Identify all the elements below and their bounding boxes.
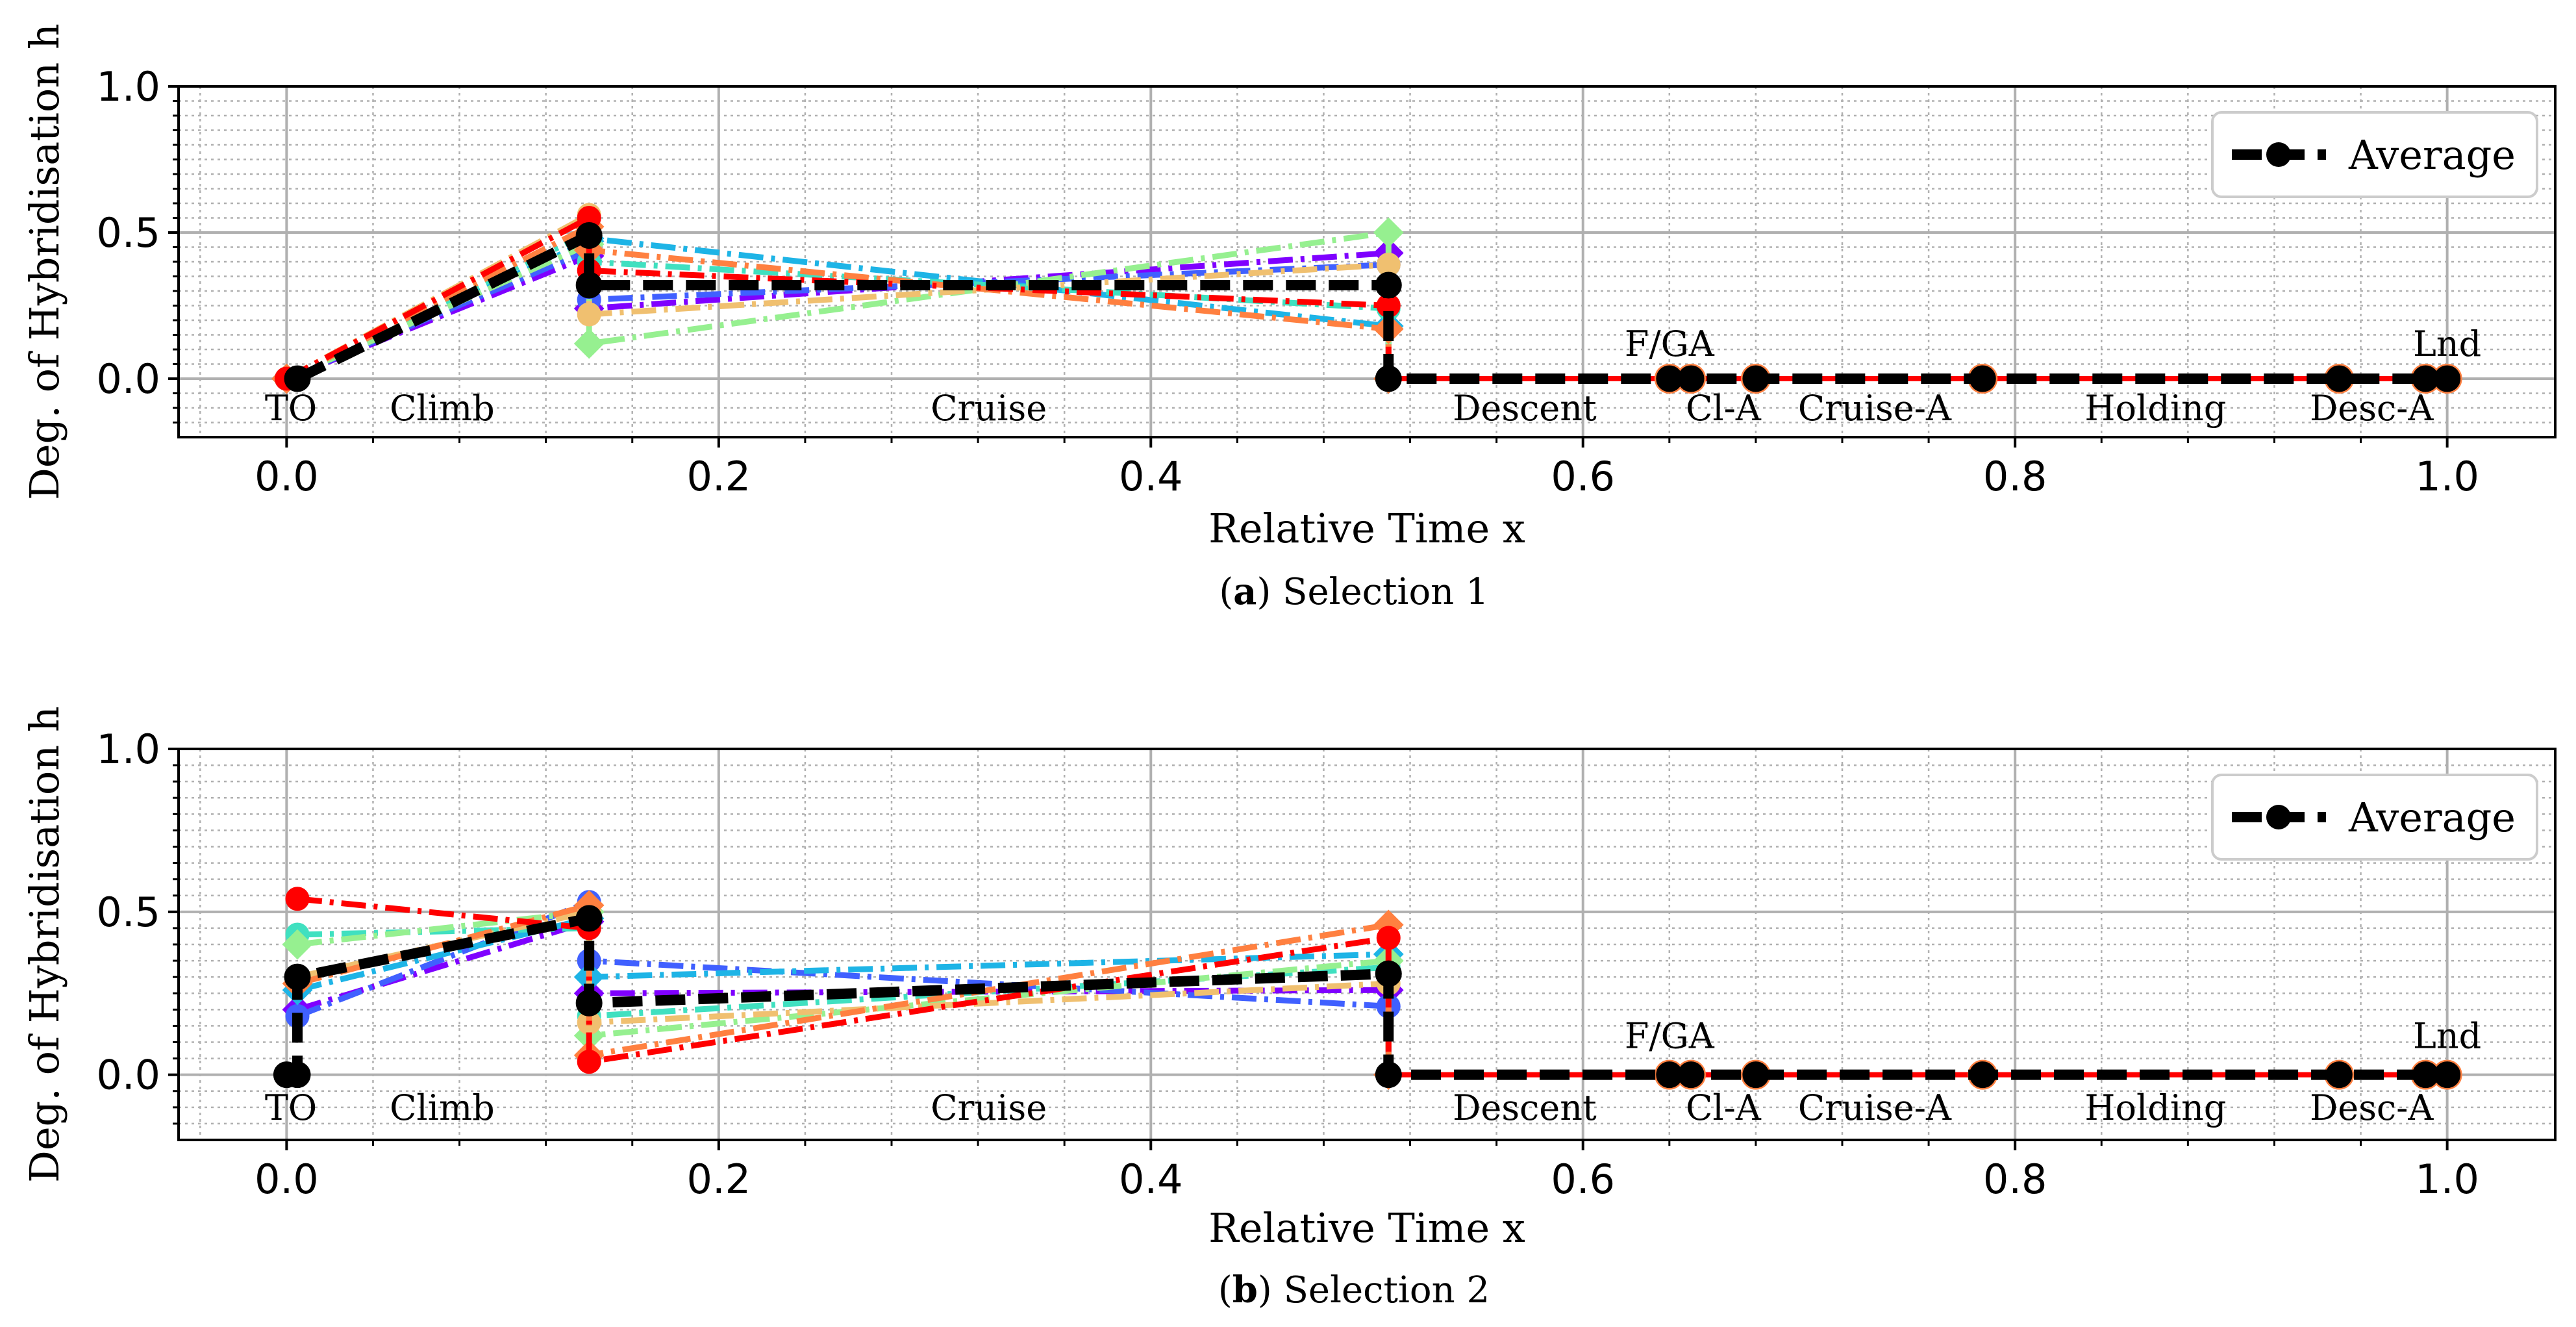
series-point-design-5 — [282, 929, 313, 960]
phase-label: TO — [265, 1087, 317, 1128]
x-tick-label: 0.4 — [1119, 1156, 1183, 1203]
series-point-design-6 — [577, 302, 601, 327]
series-point-average — [1375, 272, 1402, 299]
chart-panel-1: 0.0 0.2 0.4 0.6 0.8 1.0 0.0 0.5 1.0 TO Climb Cruise… — [21, 23, 2557, 613]
figure-caption: (a) Selection 1 — [1219, 570, 1488, 613]
series-point-average — [1742, 1061, 1769, 1089]
series-point-average — [1677, 365, 1705, 392]
phase-label: Cruise-A — [1798, 388, 1952, 429]
series-point-average — [1375, 365, 1402, 392]
y-tick-label: 1.0 — [96, 63, 160, 110]
phase-label: Holding — [2084, 388, 2226, 429]
phase-label: Climb — [390, 388, 495, 429]
series-point-average — [1969, 365, 1996, 392]
x-tick-label: 0.6 — [1551, 1156, 1615, 1203]
caption-paren: ) — [1258, 1269, 1284, 1311]
x-tick-label: 0.6 — [1551, 453, 1615, 500]
legend-label-average: Average — [2348, 131, 2516, 179]
series-point-average — [284, 963, 311, 991]
series-point-design-5 — [1373, 217, 1404, 248]
phase-label: TO — [265, 388, 317, 429]
legend-box — [2211, 774, 2538, 861]
series-point-average — [575, 222, 603, 249]
phase-label: F/GA — [1625, 323, 1715, 364]
y-axis-label: Deg. of Hybridisation h — [21, 23, 68, 500]
y-tick-label: 1.0 — [96, 726, 160, 773]
phase-label: Cl-A — [1686, 388, 1762, 429]
phase-label: Descent — [1453, 388, 1597, 429]
x-tick-label: 0.2 — [687, 453, 751, 500]
phase-label: Lnd — [2413, 323, 2481, 364]
legend-box — [2211, 111, 2538, 198]
series-point-design-8 — [1376, 926, 1401, 950]
caption-letter: a — [1233, 570, 1257, 613]
series-point-average — [1375, 1061, 1402, 1089]
series-point-design-5 — [573, 328, 605, 359]
series-point-average — [284, 365, 311, 392]
series-point-average — [1375, 960, 1402, 987]
phase-label: Desc-A — [2310, 388, 2434, 429]
y-axis-label: Deg. of Hybridisation h — [21, 706, 68, 1183]
x-tick-label: 1.0 — [2415, 1156, 2479, 1203]
phase-label: Descent — [1453, 1087, 1597, 1128]
series-point-average — [2434, 1061, 2461, 1089]
x-axis-label: Relative Time x — [1208, 505, 1525, 552]
y-tick-label: 0.0 — [96, 355, 160, 403]
legend-label-average: Average — [2348, 794, 2516, 841]
phase-label: Desc-A — [2310, 1087, 2434, 1128]
series-point-average — [1677, 1061, 1705, 1089]
legend: Average — [2211, 111, 2538, 198]
phase-label: Holding — [2084, 1087, 2226, 1128]
grid — [179, 85, 2555, 437]
phase-label: F/GA — [1625, 1015, 1715, 1056]
legend: Average — [2211, 774, 2538, 861]
y-tick-label: 0.5 — [96, 209, 160, 257]
series-line-design-8 — [285, 215, 1392, 381]
y-tick-label: 0.5 — [96, 889, 160, 936]
series-point-average — [2325, 1061, 2353, 1089]
phase-label: Cruise — [931, 388, 1047, 429]
series-point-average — [575, 905, 603, 932]
series-point-average — [1742, 365, 1769, 392]
phase-label: Climb — [390, 1087, 495, 1128]
x-tick-label: 1.0 — [2415, 453, 2479, 500]
caption-text: Selection 1 — [1282, 571, 1489, 613]
phase-label: Cl-A — [1686, 1087, 1762, 1128]
series-line-average — [286, 913, 2447, 1080]
legend-marker-average — [2266, 805, 2291, 829]
caption-letter: b — [1232, 1269, 1258, 1311]
series-point-average — [1969, 1061, 1996, 1089]
x-tick-label: 0.0 — [255, 1156, 319, 1203]
x-tick-label: 0.8 — [1983, 1156, 2047, 1203]
series-group — [273, 887, 2462, 1091]
caption-paren: ( — [1219, 571, 1233, 613]
series-point-average — [575, 989, 603, 1017]
figure-caption: (b) Selection 2 — [1218, 1269, 1490, 1311]
chart-panel-2: 0.0 0.2 0.4 0.6 0.8 1.0 0.0 0.5 1.0 TO Climb Cruise… — [21, 706, 2557, 1311]
caption-paren: ( — [1218, 1269, 1232, 1311]
series-point-average — [284, 1061, 311, 1089]
caption-text: Selection 2 — [1284, 1269, 1490, 1311]
phase-label: Lnd — [2413, 1015, 2481, 1056]
x-tick-label: 0.0 — [255, 453, 319, 500]
x-tick-label: 0.2 — [687, 1156, 751, 1203]
x-tick-label: 0.4 — [1119, 453, 1183, 500]
caption-paren: ) — [1257, 571, 1282, 613]
x-tick-label: 0.8 — [1983, 453, 2047, 500]
series-point-design-8 — [285, 887, 310, 911]
series-point-design-8 — [577, 1050, 601, 1074]
phase-label: Cruise — [931, 1087, 1047, 1128]
series-point-average — [2325, 365, 2353, 392]
x-axis-label: Relative Time x — [1208, 1204, 1525, 1252]
phase-label: Cruise-A — [1798, 1087, 1952, 1128]
legend-marker-average — [2266, 142, 2291, 167]
y-tick-label: 0.0 — [96, 1052, 160, 1099]
series-point-average — [2434, 365, 2461, 392]
series-group — [271, 203, 2462, 394]
series-point-average — [575, 272, 603, 299]
